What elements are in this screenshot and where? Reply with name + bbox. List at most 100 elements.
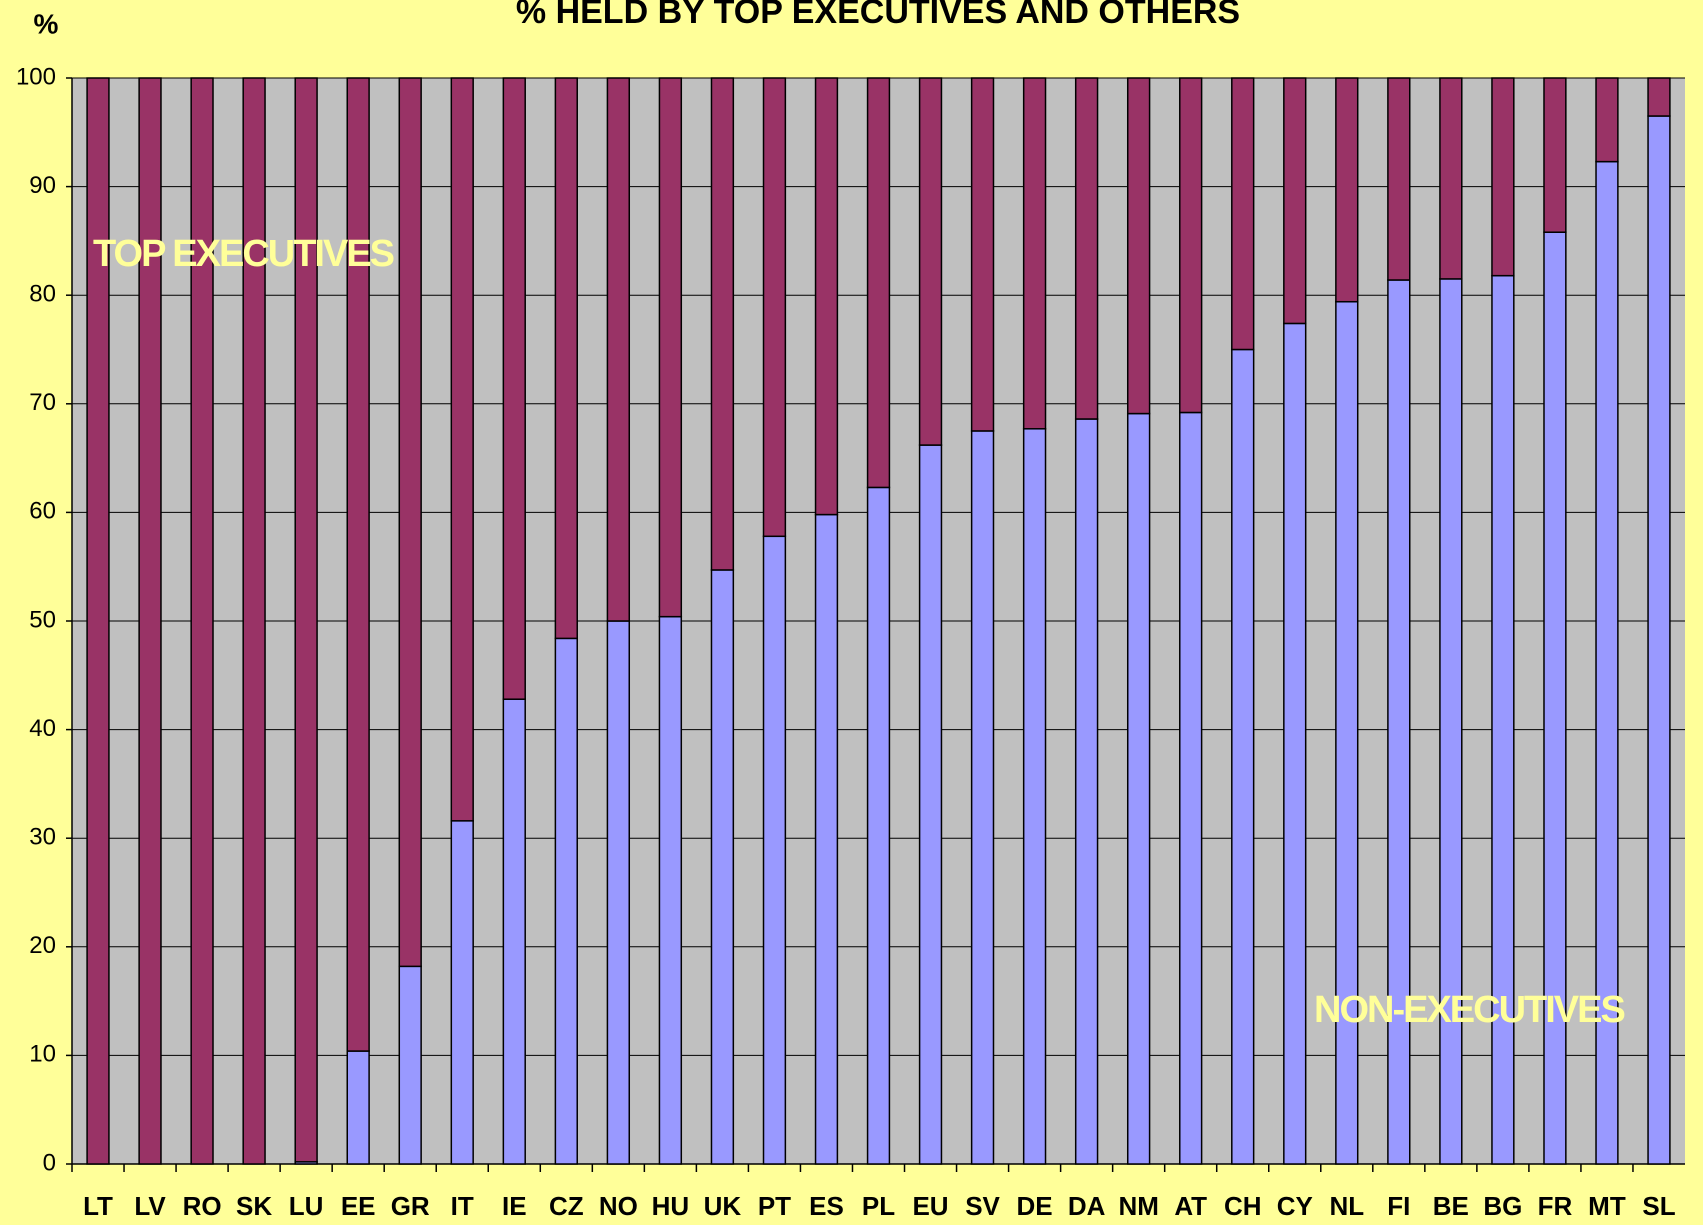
bar-segment xyxy=(450,820,474,1165)
bar-segment xyxy=(294,77,318,1163)
x-tick-label: SV xyxy=(965,1191,1000,1221)
bar-segment xyxy=(606,77,631,622)
bar-segment xyxy=(1126,412,1151,1165)
x-tick-label: CZ xyxy=(549,1191,584,1221)
x-tick-label: LV xyxy=(134,1191,166,1221)
bar-segment xyxy=(242,77,266,1165)
bar-segment xyxy=(554,77,578,640)
x-tick-label: IT xyxy=(451,1191,474,1221)
bar-segment xyxy=(554,637,578,1165)
y-tick-label: 90 xyxy=(29,172,56,199)
bar-segment xyxy=(1283,77,1307,325)
x-tick-label: PT xyxy=(758,1191,791,1221)
bar-segment xyxy=(1074,77,1099,420)
series-annotation: TOP EXECUTIVES xyxy=(93,233,394,275)
x-tick-label: SL xyxy=(1642,1191,1675,1221)
y-tick-label: 30 xyxy=(29,824,56,851)
bar-segment xyxy=(970,77,995,432)
bar-segment xyxy=(918,444,943,1165)
y-tick-label: 0 xyxy=(43,1149,56,1176)
x-tick-label: EU xyxy=(912,1191,948,1221)
bar-segment xyxy=(190,77,214,1165)
y-tick-label: 10 xyxy=(29,1041,56,1068)
x-tick-label: CH xyxy=(1224,1191,1262,1221)
bar-segment xyxy=(1179,77,1203,414)
y-tick-label: 70 xyxy=(29,389,56,416)
bar-segment xyxy=(138,77,162,1165)
x-tick-label: RO xyxy=(183,1191,222,1221)
x-tick-label: CY xyxy=(1277,1191,1313,1221)
bar-segment xyxy=(1283,322,1307,1165)
bar-segment xyxy=(1647,115,1671,1165)
x-tick-label: UK xyxy=(704,1191,742,1221)
bar-segment xyxy=(1074,418,1099,1165)
x-tick-label: LT xyxy=(83,1191,113,1221)
y-tick-label: 40 xyxy=(29,715,56,742)
x-tick-label: NM xyxy=(1118,1191,1158,1221)
bar-segment xyxy=(1179,411,1203,1165)
x-tick-label: MT xyxy=(1588,1191,1626,1221)
y-axis-label: % xyxy=(34,8,59,39)
bar-segment xyxy=(762,535,787,1165)
y-tick-label: 50 xyxy=(29,606,56,633)
bar-segment xyxy=(1491,77,1515,277)
bar-segment xyxy=(1231,77,1255,351)
bar-segment xyxy=(1335,300,1359,1165)
bar-segment xyxy=(1439,77,1463,280)
bar-segment xyxy=(398,77,422,968)
bar-segment xyxy=(1647,77,1671,117)
x-tick-label: GR xyxy=(391,1191,430,1221)
y-tick-label: 20 xyxy=(29,932,56,959)
x-tick-label: DE xyxy=(1017,1191,1053,1221)
x-tick-label: NL xyxy=(1329,1191,1364,1221)
x-tick-label: FR xyxy=(1538,1191,1573,1221)
x-tick-label: AT xyxy=(1174,1191,1207,1221)
series-annotation: NON-EXECUTIVES xyxy=(1314,989,1624,1031)
y-tick-label: 100 xyxy=(16,63,56,90)
bar-segment xyxy=(866,77,891,489)
bar-segment xyxy=(1543,77,1567,233)
x-tick-label: ES xyxy=(809,1191,844,1221)
x-tick-label: BG xyxy=(1483,1191,1522,1221)
bar-segment xyxy=(658,77,683,618)
bar-segment xyxy=(502,698,526,1165)
bar-segment xyxy=(606,620,631,1165)
y-tick-label: 60 xyxy=(29,498,56,525)
bar-segment xyxy=(710,569,735,1165)
bar-segment xyxy=(1126,77,1151,415)
x-tick-label: DA xyxy=(1068,1191,1106,1221)
bar-segment xyxy=(398,965,422,1165)
bar-segment xyxy=(1387,77,1411,281)
bar-segment xyxy=(866,486,891,1165)
chart-title: % HELD BY TOP EXECUTIVES AND OTHERS xyxy=(516,0,1240,31)
bar-segment xyxy=(1022,77,1047,430)
bar-segment xyxy=(502,77,526,700)
bar-segment xyxy=(970,430,995,1165)
bar-segment xyxy=(1387,279,1411,1165)
bar-segment xyxy=(762,77,787,538)
bar-segment xyxy=(346,77,370,1052)
bar-segment xyxy=(1439,278,1463,1165)
x-tick-label: EE xyxy=(341,1191,376,1221)
x-tick-label: BE xyxy=(1433,1191,1469,1221)
x-tick-label: HU xyxy=(652,1191,690,1221)
x-tick-label: IE xyxy=(502,1191,527,1221)
x-tick-label: NO xyxy=(599,1191,638,1221)
bar-segment xyxy=(814,513,839,1165)
x-tick-label: FI xyxy=(1387,1191,1410,1221)
x-tick-label: LU xyxy=(289,1191,324,1221)
x-tick-label: SK xyxy=(236,1191,272,1221)
bar-segment xyxy=(1335,77,1359,303)
bar-segment xyxy=(346,1050,370,1165)
bar-segment xyxy=(918,77,943,446)
bar-segment xyxy=(658,615,683,1165)
bar-segment xyxy=(1022,428,1047,1165)
bar-segment xyxy=(710,77,735,571)
bar-segment xyxy=(1595,77,1619,163)
x-tick-label: PL xyxy=(862,1191,895,1221)
bar-segment xyxy=(450,77,474,822)
bar-segment xyxy=(1231,348,1255,1165)
bar-segment xyxy=(86,77,110,1165)
